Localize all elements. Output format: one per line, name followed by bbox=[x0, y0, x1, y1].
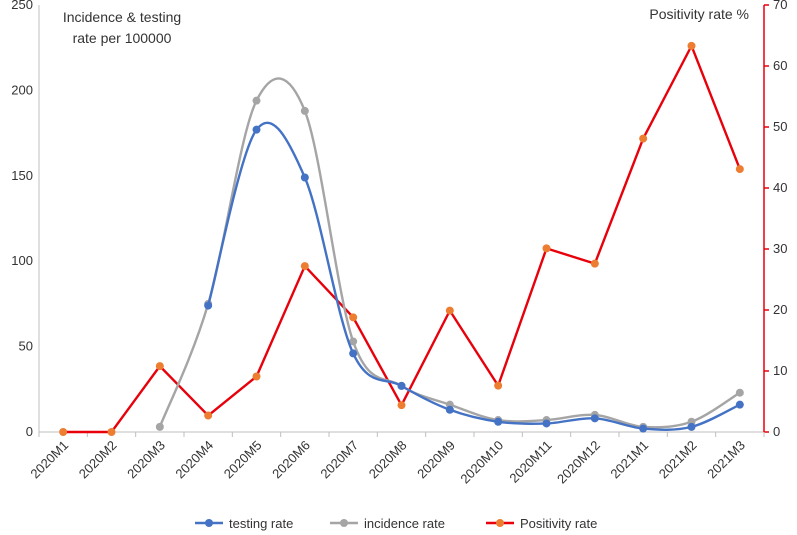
data-point-testing-rate bbox=[590, 414, 599, 423]
x-tick-label: 2020M10 bbox=[457, 438, 506, 487]
legend-swatch-marker bbox=[496, 519, 504, 527]
data-point-testing-rate bbox=[494, 417, 503, 426]
data-point-incidence-rate bbox=[735, 388, 744, 397]
legend: testing rate incidence rate Positivity rat… bbox=[195, 516, 597, 531]
data-point-testing-rate bbox=[300, 173, 309, 182]
left-tick-label: 0 bbox=[26, 424, 33, 439]
legend-label: Positivity rate bbox=[520, 516, 597, 531]
left-tick-label: 100 bbox=[11, 253, 33, 268]
data-point-testing-rate bbox=[735, 400, 744, 409]
data-point-testing-rate bbox=[349, 349, 358, 358]
data-point-testing-rate bbox=[445, 405, 454, 414]
data-point-testing-rate bbox=[542, 419, 551, 428]
data-point-positivity-rate bbox=[397, 401, 406, 410]
data-point-testing-rate bbox=[252, 125, 261, 134]
data-point-testing-rate bbox=[204, 301, 213, 310]
x-tick-label: 2020M11 bbox=[506, 438, 554, 486]
x-tick-label: 2020M12 bbox=[554, 438, 603, 487]
axis-titles: Incidence & testing rate per 100000 Posi… bbox=[63, 6, 749, 46]
legend-swatch-marker bbox=[205, 519, 213, 527]
data-point-testing-rate bbox=[639, 424, 648, 433]
data-point-positivity-rate bbox=[252, 372, 261, 381]
data-point-positivity-rate bbox=[494, 381, 503, 390]
data-point-positivity-rate bbox=[349, 313, 358, 322]
x-tick-label: 2020M9 bbox=[414, 438, 458, 482]
data-point-positivity-rate bbox=[59, 428, 68, 436]
legend-swatch-marker bbox=[340, 519, 348, 527]
data-point-testing-rate bbox=[397, 381, 406, 390]
data-point-positivity-rate bbox=[445, 306, 454, 315]
right-tick-label: 30 bbox=[773, 241, 787, 256]
data-point-positivity-rate bbox=[735, 165, 744, 174]
data-point-positivity-rate bbox=[300, 262, 309, 271]
x-tick-label: 2021M3 bbox=[704, 438, 748, 482]
data-point-positivity-rate bbox=[542, 244, 551, 253]
legend-item-positivity-rate: Positivity rate bbox=[486, 516, 597, 531]
data-point-positivity-rate bbox=[639, 134, 648, 143]
data-point-incidence-rate bbox=[252, 96, 261, 105]
series-layer bbox=[59, 41, 744, 436]
x-tick-label: 2020M3 bbox=[124, 438, 168, 482]
data-point-incidence-rate bbox=[155, 422, 164, 431]
right-tick-label: 20 bbox=[773, 302, 787, 317]
x-tick-label: 2021M1 bbox=[607, 438, 651, 482]
x-tick-label: 2020M7 bbox=[317, 438, 361, 482]
right-axis-title: Positivity rate % bbox=[649, 6, 749, 22]
left-tick-label: 50 bbox=[19, 339, 33, 354]
data-point-testing-rate bbox=[687, 422, 696, 431]
x-tick-label: 2020M8 bbox=[366, 438, 410, 482]
left-tick-label: 250 bbox=[11, 0, 33, 12]
right-tick-label: 40 bbox=[773, 180, 787, 195]
data-point-positivity-rate bbox=[107, 428, 116, 436]
right-tick-label: 70 bbox=[773, 0, 787, 12]
x-tick-label: 2020M6 bbox=[269, 438, 313, 482]
data-point-positivity-rate bbox=[590, 259, 599, 268]
legend-label: incidence rate bbox=[364, 516, 445, 531]
right-tick-label: 50 bbox=[773, 119, 787, 134]
x-tick-label: 2020M5 bbox=[221, 438, 265, 482]
legend-label: testing rate bbox=[229, 516, 293, 531]
data-point-positivity-rate bbox=[155, 362, 164, 371]
x-tick-label: 2021M2 bbox=[656, 438, 700, 482]
right-tick-label: 0 bbox=[773, 424, 780, 439]
left-axis-title-line-2: rate per 100000 bbox=[73, 30, 172, 46]
data-point-positivity-rate bbox=[687, 41, 696, 50]
series-line-testing-rate bbox=[206, 121, 742, 431]
x-tick-label: 2020M1 bbox=[27, 438, 71, 482]
left-axis-title-line-1: Incidence & testing bbox=[63, 9, 181, 25]
x-tick-label: 2020M2 bbox=[76, 438, 120, 482]
data-point-incidence-rate bbox=[349, 337, 358, 346]
legend-item-incidence-rate: incidence rate bbox=[330, 516, 445, 531]
left-tick-label: 150 bbox=[11, 168, 33, 183]
right-tick-label: 10 bbox=[773, 363, 787, 378]
data-point-positivity-rate bbox=[204, 411, 213, 420]
legend-item-testing-rate: testing rate bbox=[195, 516, 293, 531]
data-point-incidence-rate bbox=[300, 106, 309, 115]
series-line-positivity-rate bbox=[61, 44, 742, 434]
left-tick-label: 200 bbox=[11, 82, 33, 97]
right-tick-label: 60 bbox=[773, 58, 787, 73]
x-tick-label: 2020M4 bbox=[172, 438, 216, 482]
series-line-incidence-rate bbox=[158, 77, 742, 429]
